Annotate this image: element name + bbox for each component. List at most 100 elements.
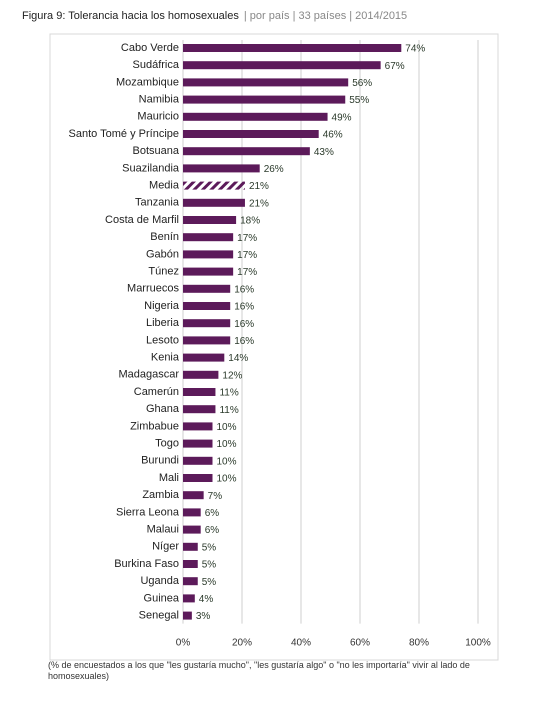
category-label: Burkina Faso [114,558,179,570]
bar [183,508,201,517]
bars: Cabo Verde 74% Sudáfrica 67% Mozambique 56% Na… [69,42,426,622]
value-label: 55% [349,95,369,106]
bar [183,353,225,362]
bar [183,336,231,345]
x-tick-label: 40% [291,638,311,649]
value-label: 26% [264,164,284,175]
category-label: Nigeria [144,300,180,312]
category-label: Níger [152,541,179,553]
value-label: 10% [217,456,237,467]
category-label: Mauricio [137,111,179,123]
category-label: Guinea [144,592,180,604]
category-label: Sudáfrica [133,59,180,71]
value-label: 49% [332,112,352,123]
category-label: Costa de Marfil [105,214,179,226]
category-label: Botsuana [133,145,180,157]
value-label: 43% [314,147,334,158]
bar [183,611,192,620]
category-label: Santo Tomé y Príncipe [69,128,179,140]
bar [183,130,319,138]
note-box: (% de encuestados a los que "les gustarí… [48,660,470,681]
x-tick-label: 20% [232,638,252,649]
bar [183,233,234,242]
bar [183,319,231,328]
category-label: Mozambique [116,76,179,88]
bar [183,95,346,104]
category-label: Kenia [151,352,180,364]
value-label: 21% [249,181,269,192]
bar [183,302,231,310]
bar [183,216,237,224]
category-label: Zambia [142,489,180,501]
bar [183,198,245,207]
chart-note: (% de encuestados a los que "les gustarí… [48,660,470,681]
value-label: 74% [405,44,425,55]
value-label: 17% [237,233,257,244]
value-label: 5% [202,542,217,553]
bar [183,164,260,173]
bar [183,147,310,156]
value-label: 11% [219,405,238,416]
bar [183,267,234,276]
category-label: Senegal [139,610,179,622]
bar [183,456,213,465]
bar [183,112,328,121]
value-label: 12% [222,370,242,381]
value-label: 16% [234,319,254,330]
chart-frame [49,33,499,661]
bar [183,78,349,87]
category-label: Namibia [139,94,180,106]
value-label: 16% [234,336,254,347]
bar [183,181,245,190]
x-tick-label: 60% [350,638,370,649]
bar [183,388,216,396]
bar [183,560,198,568]
value-label: 67% [385,61,405,72]
value-label: 6% [205,525,220,536]
category-label: Sierra Leona [116,506,180,518]
category-label: Lesoto [146,334,179,346]
value-label: 17% [237,267,257,278]
bar [183,370,219,379]
category-label: Mali [159,472,179,484]
value-label: 4% [199,594,214,605]
value-label: 10% [217,439,237,450]
bar [183,525,201,534]
bar [183,284,231,293]
category-label: Marruecos [127,283,179,295]
x-tick-label: 0% [176,638,191,649]
bar [183,44,402,52]
category-label: Madagascar [118,369,179,381]
value-label: 11% [219,388,238,399]
value-label: 18% [240,216,260,227]
bar [183,439,213,448]
category-label: Camerún [134,386,179,398]
category-label: Uganda [140,575,179,587]
category-label: Gabón [146,248,179,260]
bar [183,422,213,431]
category-label: Zimbabue [130,420,179,432]
bar [183,474,213,482]
value-label: 10% [217,422,237,433]
category-label: Togo [155,438,179,450]
category-label: Burundi [141,455,179,467]
value-label: 7% [208,491,223,502]
category-label: Benín [150,231,179,243]
category-label: Tanzania [135,197,180,209]
bar [183,577,198,586]
value-label: 56% [352,78,372,89]
category-label: Media [149,180,180,192]
chart-subtitle: | por país | 33 países | 2014/2015 [244,10,407,22]
value-label: 5% [202,577,217,588]
category-label: Túnez [148,266,179,278]
bar [183,250,234,259]
category-label: Suazilandia [122,162,180,174]
value-label: 46% [323,130,343,141]
x-tick-label: 100% [465,638,491,649]
category-label: Liberia [146,317,180,329]
bar [183,61,381,70]
value-label: 14% [228,353,248,364]
bar [183,594,195,603]
